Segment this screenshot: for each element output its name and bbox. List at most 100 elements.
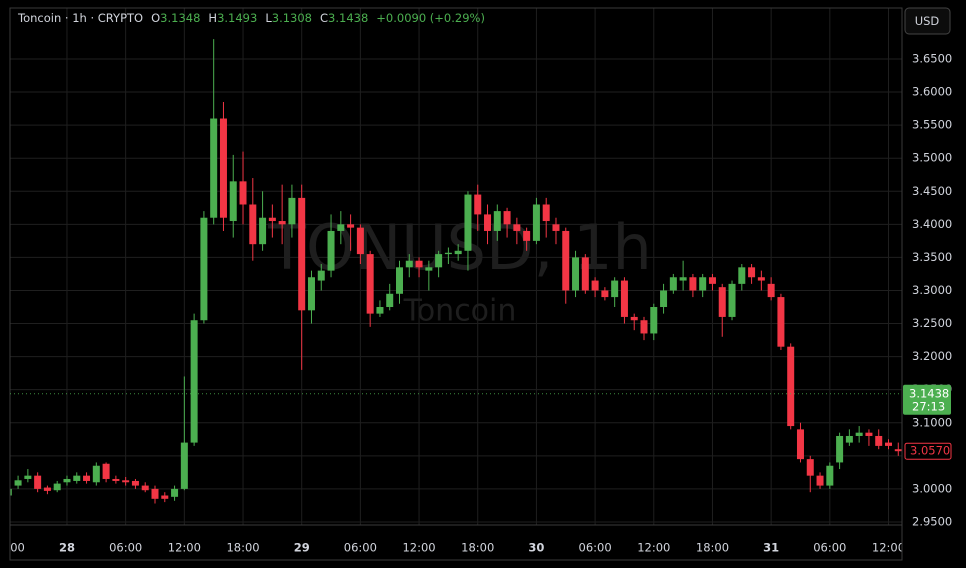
- candle-body: [24, 475, 32, 479]
- candle-body: [865, 432, 873, 436]
- x-tick-label: 06:00: [344, 541, 377, 555]
- candle-body: [298, 197, 306, 311]
- candle-body: [777, 297, 785, 347]
- watermark-symbol: TONUSD, 1h: [267, 211, 652, 284]
- x-tick-label: 28: [59, 541, 75, 555]
- candle-body: [464, 194, 472, 251]
- candle-body: [660, 290, 668, 308]
- candle-body: [425, 267, 433, 271]
- candle-body: [219, 118, 227, 218]
- y-tick-label: 3.3500: [912, 250, 952, 264]
- candle-body: [454, 250, 462, 255]
- candle-body: [307, 277, 315, 311]
- candle-body: [503, 211, 511, 225]
- header-field-label: H: [208, 11, 217, 25]
- header-title: Toncoin · 1h · CRYPTO: [17, 11, 143, 25]
- candle-body: [92, 465, 100, 483]
- candle-body: [405, 260, 413, 268]
- candle-body: [581, 257, 589, 291]
- header-field-label: L: [265, 11, 272, 25]
- candle-body: [268, 217, 276, 222]
- candle-body: [171, 488, 179, 497]
- candle-body: [757, 277, 765, 281]
- header-field-value: 3.1493: [217, 11, 257, 25]
- candle-body: [190, 320, 198, 443]
- header-field-value: 3.1308: [272, 11, 312, 25]
- candle-body: [542, 204, 550, 222]
- y-tick-label: 3.4000: [912, 217, 952, 231]
- candle-body: [386, 293, 394, 308]
- x-tick-label: 30: [528, 541, 544, 555]
- header-field-value: 3.1348: [160, 11, 200, 25]
- candle-body: [679, 277, 687, 281]
- candle-body: [562, 230, 570, 291]
- candle-body: [43, 487, 51, 491]
- candle-body: [591, 280, 599, 291]
- candle-body: [63, 478, 71, 483]
- candle-body: [816, 475, 824, 486]
- candle-body: [141, 485, 149, 491]
- header-field-label: O: [151, 11, 160, 25]
- candle-body: [337, 224, 345, 231]
- x-tick-label: 18:00: [226, 541, 259, 555]
- last-price-label: 3.1438: [909, 386, 949, 400]
- candle-body: [699, 277, 707, 291]
- candle-body: [122, 480, 130, 483]
- candle-body: [826, 465, 834, 486]
- x-tick-label: 12:00: [872, 541, 905, 555]
- candle-body: [532, 204, 540, 241]
- x-tick-label: 18:00: [696, 541, 729, 555]
- candle-body: [572, 257, 580, 291]
- candle-body: [787, 346, 795, 427]
- candle-body: [767, 283, 775, 298]
- candle-body: [620, 280, 628, 317]
- candle-body: [229, 181, 237, 222]
- candle-body: [748, 267, 756, 278]
- candle-body: [347, 224, 355, 228]
- y-tick-label: 2.9500: [912, 514, 952, 528]
- candle-body: [493, 211, 501, 231]
- currency-label[interactable]: USD: [915, 14, 940, 28]
- candle-body: [112, 478, 120, 481]
- x-tick-label: 06:00: [109, 541, 142, 555]
- candle-body: [415, 260, 423, 268]
- candle-body: [689, 277, 697, 291]
- header-change: +0.0090 (+0.29%): [376, 11, 485, 25]
- candle-body: [474, 194, 482, 215]
- candle-body: [650, 307, 658, 334]
- candle-body: [278, 221, 286, 225]
- close-tag: [904, 442, 952, 460]
- candle-body: [73, 475, 81, 481]
- candle-body: [34, 475, 42, 489]
- y-tick-label: 3.0000: [912, 481, 952, 495]
- candle-body: [484, 214, 492, 231]
- header-field-value: 3.1438: [328, 11, 368, 25]
- candle-body: [239, 181, 247, 205]
- candle-body: [718, 287, 726, 317]
- x-tick-label: 12:00: [637, 541, 670, 555]
- candle-body: [210, 118, 218, 218]
- countdown: 27:13: [912, 399, 945, 413]
- candle-body: [836, 435, 844, 463]
- currency-button[interactable]: [904, 7, 951, 35]
- candle-body: [396, 267, 403, 294]
- candle-body: [630, 316, 638, 321]
- x-tick-label: 18:00: [461, 541, 494, 555]
- candle-body: [796, 429, 804, 460]
- y-tick-label: 3.5000: [912, 151, 952, 165]
- candle-body: [640, 320, 648, 334]
- candle-body: [180, 442, 188, 489]
- candle-body: [83, 475, 91, 481]
- candle-body: [885, 442, 892, 446]
- candle-body: [806, 459, 814, 476]
- x-tick-label: 31: [763, 541, 779, 555]
- y-tick-label: 3.2500: [912, 316, 952, 330]
- candle-body: [444, 252, 452, 255]
- candle-body: [53, 483, 61, 491]
- close-label: 3.0570: [910, 444, 950, 458]
- x-tick-label: 29: [294, 541, 310, 555]
- candle-body: [102, 463, 110, 479]
